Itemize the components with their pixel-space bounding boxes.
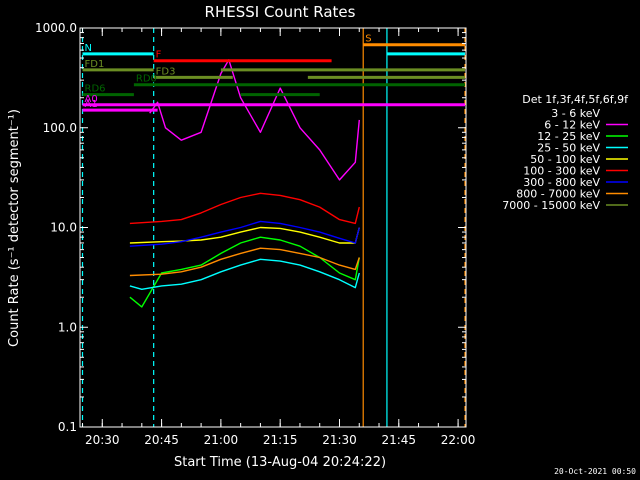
y-tick-label: 1.0	[58, 320, 77, 334]
x-tick-label: 22:00	[441, 433, 476, 447]
legend-entry-label: 7000 - 15000 keV	[502, 199, 600, 212]
series-line	[129, 192, 360, 225]
flag-label: S	[365, 34, 371, 45]
legend-entry-label: 25 - 50 keV	[537, 142, 600, 155]
flag-label: A0	[85, 94, 98, 105]
series-line	[149, 59, 360, 181]
flag-label: FD3	[156, 66, 176, 77]
legend-title: Det 1f,3f,4f,5f,6f,9f	[522, 93, 629, 106]
legend-entry-label: 800 - 7000 keV	[516, 188, 600, 201]
legend-entry-label: 12 - 25 keV	[537, 130, 600, 143]
chart-title: RHESSI Count Rates	[205, 3, 356, 21]
y-axis-title: Count Rate (s⁻¹ detector segment⁻¹)	[7, 109, 22, 347]
footer-date: 20-Oct-2021 00:50	[554, 467, 636, 476]
legend-entry-label: 300 - 800 keV	[523, 176, 600, 189]
x-tick-label: 21:00	[204, 433, 239, 447]
x-tick-label: 21:15	[263, 433, 298, 447]
flag-label: N	[85, 43, 92, 54]
series-line	[129, 220, 360, 247]
flag-label: A1	[85, 99, 98, 110]
flag-label: FD1	[85, 59, 105, 70]
legend-entry-label: 50 - 100 keV	[530, 153, 600, 166]
series-line	[129, 236, 360, 308]
y-tick-label: 100.0	[43, 121, 77, 135]
series-lines	[129, 39, 360, 308]
y-tick-label: 1000.0	[35, 21, 77, 35]
legend-entry-label: 6 - 12 keV	[544, 119, 600, 132]
flag-label: F	[156, 50, 162, 61]
series-line	[129, 258, 360, 290]
x-tick-label: 21:30	[322, 433, 357, 447]
series-line	[129, 247, 360, 277]
x-axis-title: Start Time (13-Aug-04 20:24:22)	[174, 455, 386, 470]
y-tick-label: 0.1	[58, 420, 77, 434]
legend-entry-label: 100 - 300 keV	[523, 165, 600, 178]
y-tick-label: 10.0	[50, 221, 77, 235]
flag-label: RD6	[85, 84, 106, 95]
x-tick-label: 21:45	[381, 433, 416, 447]
legend-entry-label: 3 - 6 keV	[551, 107, 600, 120]
y-axis: 0.1 1.0 10.0 100.0 1000.0	[35, 21, 466, 434]
series-line	[153, 39, 360, 114]
flag-label: RD0	[136, 74, 157, 85]
x-tick-label: 20:30	[85, 433, 120, 447]
x-tick-label: 20:45	[144, 433, 179, 447]
x-axis: 20:30 20:45 21:00 21:15 21:30 21:45 22:00	[82, 28, 476, 447]
